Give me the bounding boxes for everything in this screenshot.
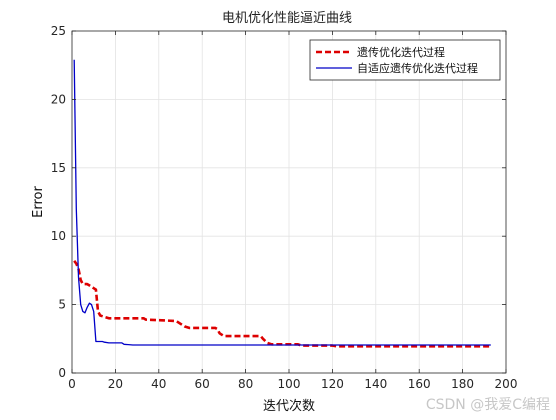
x-tick-label: 80 <box>238 377 253 391</box>
x-tick-label: 0 <box>68 377 76 391</box>
x-tick-label: 20 <box>108 377 123 391</box>
x-axis: 0 20 40 60 80 100 120 140 160 180 200 <box>68 31 517 391</box>
y-tick-label: 15 <box>51 161 66 175</box>
series-line-1 <box>73 260 491 348</box>
y-tick-label: 25 <box>51 24 66 38</box>
y-tick-label: 10 <box>51 229 66 243</box>
x-tick-label: 60 <box>195 377 210 391</box>
x-tick-label: 140 <box>364 377 387 391</box>
x-tick-label: 100 <box>278 377 301 391</box>
x-tick-label: 200 <box>495 377 518 391</box>
y-axis-label: Error <box>31 186 46 218</box>
series-layer <box>73 59 491 348</box>
x-tick-label: 120 <box>321 377 344 391</box>
x-tick-label: 40 <box>151 377 166 391</box>
y-tick-label: 0 <box>58 366 66 380</box>
y-tick-label: 5 <box>58 298 66 312</box>
x-tick-label: 180 <box>451 377 474 391</box>
grid <box>72 31 506 373</box>
watermark: CSDN @我爱C编程 <box>425 397 550 413</box>
chart-title: 电机优化性能逼近曲线 <box>222 11 352 26</box>
legend-box <box>309 39 501 81</box>
y-tick-label: 20 <box>51 92 66 106</box>
legend-label-2: 自适应遗传优化迭代过程 <box>357 61 478 75</box>
series-line-2 <box>73 59 491 346</box>
y-axis: 0 5 10 15 20 25 <box>51 24 506 380</box>
x-axis-label: 迭代次数 <box>263 398 315 414</box>
legend-label-1: 遗传优化迭代过程 <box>357 45 445 59</box>
x-tick-label: 160 <box>408 377 431 391</box>
